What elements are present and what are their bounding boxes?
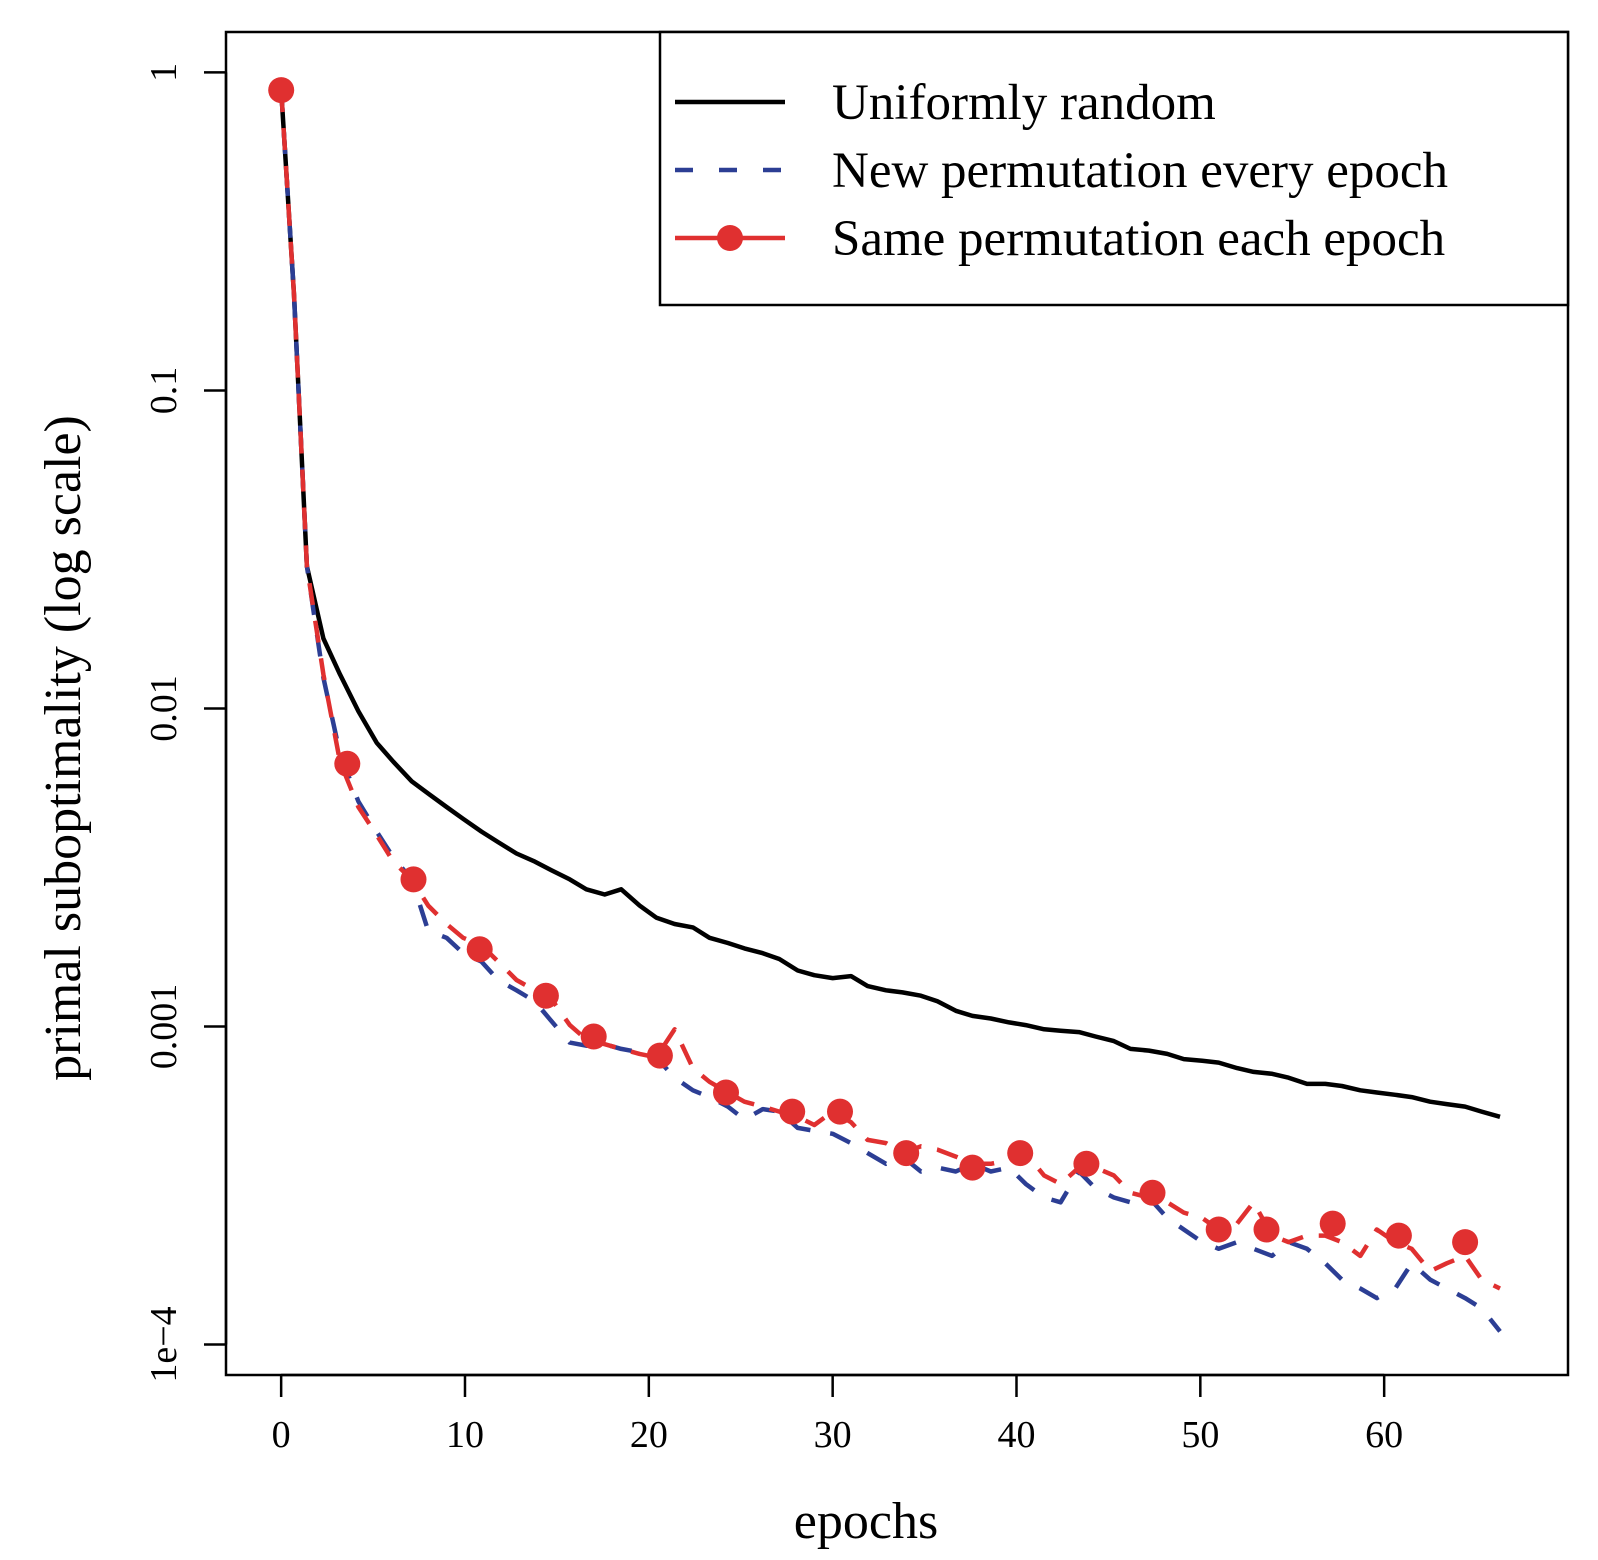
data-point-marker <box>400 866 427 893</box>
data-point-marker <box>532 982 559 1009</box>
x-axis: 0 10 20 30 40 50 60 <box>272 1373 1403 1456</box>
legend-label: Uniformly random <box>832 75 1216 131</box>
y-tick-label: 0.1 <box>143 367 185 415</box>
data-point-marker <box>1385 1222 1412 1249</box>
series-line-same-permutation-each-epoch <box>278 89 1501 1291</box>
x-tick-label: 20 <box>630 1414 668 1456</box>
data-point-marker <box>1073 1150 1100 1177</box>
legend-entry-uniformly-random: Uniformly random <box>675 75 1216 131</box>
x-tick-label: 0 <box>272 1414 291 1456</box>
x-tick-label: 50 <box>1181 1414 1219 1456</box>
data-point-marker <box>580 1023 607 1050</box>
marker-layer <box>268 77 1479 1256</box>
y-tick-label: 1e−4 <box>143 1306 185 1382</box>
data-point-marker <box>646 1042 673 1069</box>
x-tick-label: 10 <box>446 1414 484 1456</box>
x-tick-label: 30 <box>814 1414 852 1456</box>
data-point-marker <box>827 1098 853 1125</box>
legend-label: New permutation every epoch <box>832 143 1448 199</box>
data-point-marker <box>1205 1216 1232 1243</box>
legend-swatch-marker <box>717 225 743 251</box>
y-axis: 1 0.1 0.01 0.001 1e−4 <box>143 63 228 1383</box>
legend-entry-new-permutation-every-epoch: New permutation every epoch <box>675 143 1448 199</box>
data-point-marker <box>959 1154 986 1181</box>
data-point-marker <box>893 1140 920 1167</box>
data-point-marker <box>334 750 361 777</box>
y-tick-label: 1 <box>143 63 185 82</box>
data-point-marker <box>779 1098 806 1125</box>
legend: Uniformly random New permutation every ep… <box>658 30 1570 307</box>
x-tick-label: 60 <box>1365 1414 1403 1456</box>
data-point-marker <box>268 77 295 104</box>
data-point-marker <box>1253 1216 1280 1243</box>
y-tick-label: 0.01 <box>143 675 185 742</box>
x-axis-label: epochs <box>794 1493 938 1550</box>
data-point-marker <box>1007 1140 1034 1167</box>
y-axis-label: primal suboptimality (log scale) <box>35 415 92 1081</box>
data-point-marker <box>1319 1210 1346 1237</box>
series-line-uniformly-random <box>278 89 1501 1119</box>
data-point-marker <box>466 936 493 963</box>
series-line-new-permutation-every-epoch <box>278 89 1502 1333</box>
series-layer <box>278 89 1502 1333</box>
data-point-marker <box>713 1079 739 1106</box>
legend-box <box>658 30 1570 307</box>
data-point-marker <box>1139 1179 1166 1206</box>
y-tick-label: 0.001 <box>143 984 185 1070</box>
data-point-marker <box>1452 1229 1479 1256</box>
legend-label: Same permutation each epoch <box>832 211 1445 267</box>
x-tick-label: 40 <box>997 1414 1035 1456</box>
legend-entry-same-permutation-each-epoch: Same permutation each epoch <box>675 211 1445 267</box>
